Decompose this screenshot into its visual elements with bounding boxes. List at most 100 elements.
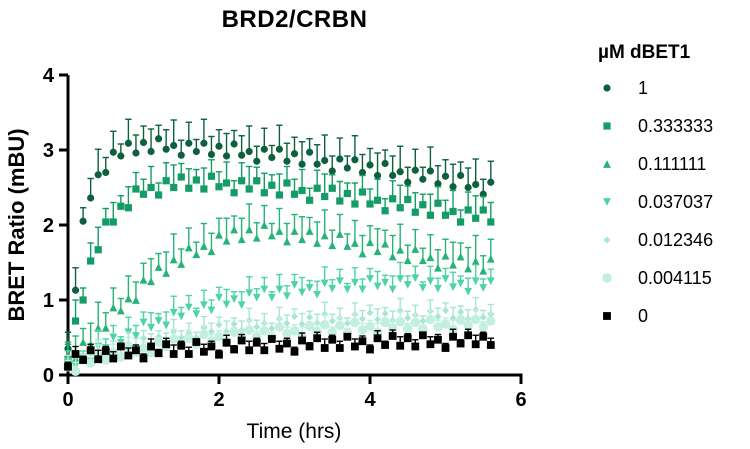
- data-point-marker: [479, 266, 488, 275]
- data-point-marker: [298, 320, 306, 328]
- data-point-marker: [230, 320, 238, 328]
- data-point-marker: [426, 167, 434, 175]
- data-point-marker: [298, 186, 306, 195]
- data-point-marker: [184, 303, 193, 312]
- data-point-marker: [109, 218, 117, 226]
- data-point-marker: [479, 206, 487, 214]
- data-point-marker: [268, 325, 276, 332]
- data-point-marker: [351, 156, 359, 164]
- series-0.012346: [64, 297, 495, 372]
- legend-label: 1: [638, 77, 649, 98]
- data-point-marker: [471, 257, 480, 265]
- y-tick-label: 1: [43, 290, 54, 312]
- data-point-marker: [603, 160, 611, 168]
- data-point-marker: [343, 189, 351, 198]
- data-point-marker: [304, 321, 315, 331]
- data-point-marker: [116, 306, 125, 315]
- data-point-marker: [426, 211, 434, 219]
- data-point-marker: [215, 321, 223, 329]
- data-point-marker: [456, 279, 465, 288]
- data-point-marker: [200, 301, 208, 310]
- data-point-marker: [267, 335, 276, 343]
- data-point-marker: [109, 354, 118, 363]
- data-point-marker: [434, 335, 442, 344]
- data-point-marker: [169, 308, 178, 317]
- data-point-marker: [109, 303, 118, 312]
- legend-label: 0.004115: [638, 267, 712, 288]
- data-point-marker: [366, 345, 374, 354]
- data-point-marker: [260, 221, 269, 229]
- data-point-marker: [373, 247, 382, 256]
- data-point-marker: [335, 277, 344, 286]
- data-point-marker: [403, 281, 412, 289]
- legend-item-0.004115: 0.004115: [598, 259, 713, 297]
- data-point-marker: [275, 227, 284, 235]
- data-point-marker: [396, 341, 405, 350]
- data-point-marker: [306, 148, 314, 156]
- data-point-marker: [253, 157, 261, 165]
- data-point-marker: [162, 177, 170, 185]
- data-point-marker: [230, 295, 238, 304]
- legend-marker-circle-pale: [602, 273, 612, 283]
- data-point-marker: [472, 214, 480, 222]
- data-point-marker: [177, 334, 185, 341]
- data-point-marker: [283, 157, 291, 165]
- series-0.333333: [64, 159, 495, 363]
- legend-title: µM dBET1: [598, 42, 691, 63]
- data-point-marker: [154, 317, 163, 325]
- data-point-marker: [328, 184, 336, 192]
- data-point-marker: [404, 314, 412, 322]
- data-point-marker: [487, 218, 495, 226]
- data-point-marker: [101, 323, 110, 332]
- data-point-marker: [457, 308, 465, 316]
- data-point-marker: [132, 185, 140, 193]
- data-point-marker: [140, 334, 147, 342]
- y-tick-label: 2: [43, 215, 54, 237]
- data-point-marker: [192, 147, 200, 156]
- data-point-marker: [139, 138, 148, 147]
- series-0.111111: [64, 203, 495, 363]
- data-point-marker: [283, 292, 291, 301]
- data-point-marker: [464, 331, 473, 340]
- data-point-marker: [222, 179, 231, 187]
- data-point-marker: [464, 287, 473, 296]
- y-axis-title: BRET Ratio (mBU): [4, 128, 29, 321]
- data-point-marker: [274, 322, 285, 332]
- data-point-marker: [86, 346, 95, 355]
- data-point-marker: [335, 344, 344, 352]
- data-point-marker: [396, 275, 405, 283]
- data-point-marker: [306, 313, 314, 321]
- data-point-marker: [260, 285, 269, 294]
- data-point-marker: [396, 245, 405, 254]
- data-point-marker: [192, 250, 201, 259]
- data-point-marker: [94, 171, 102, 179]
- data-point-marker: [155, 191, 163, 199]
- data-point-marker: [486, 316, 496, 326]
- data-point-marker: [132, 149, 140, 157]
- data-point-marker: [290, 281, 299, 289]
- data-point-marker: [71, 286, 80, 294]
- data-point-marker: [403, 256, 412, 265]
- data-point-marker: [87, 194, 95, 202]
- data-point-marker: [321, 192, 329, 201]
- data-point-marker: [404, 195, 412, 204]
- y-tick-label: 0: [43, 365, 54, 387]
- data-point-marker: [470, 314, 481, 325]
- data-point-marker: [215, 230, 223, 239]
- data-point-marker: [200, 185, 208, 193]
- data-point-marker: [298, 235, 306, 244]
- data-point-marker: [441, 172, 450, 180]
- data-point-marker: [358, 315, 366, 323]
- data-point-marker: [184, 333, 194, 343]
- legend-item-0.333333: 0.333333: [598, 107, 713, 145]
- data-point-marker: [366, 200, 374, 208]
- data-point-marker: [147, 147, 155, 156]
- data-point-marker: [102, 218, 110, 226]
- data-point-marker: [290, 190, 299, 198]
- data-point-marker: [290, 150, 299, 158]
- data-point-marker: [139, 354, 148, 363]
- data-point-marker: [215, 183, 223, 191]
- data-point-marker: [162, 269, 171, 277]
- data-point-marker: [433, 322, 443, 332]
- data-point-marker: [222, 300, 231, 309]
